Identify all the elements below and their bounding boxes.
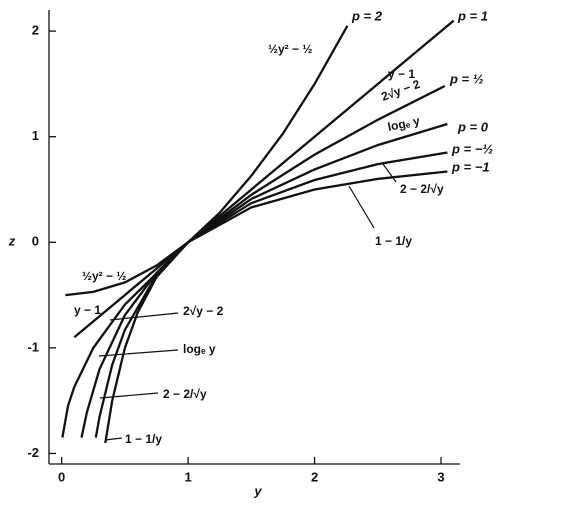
series-label: p = ½ [449,71,484,86]
curve [61,84,446,438]
y-tick-label: -1 [27,339,39,354]
curve-annotation: ½y² − ½ [82,269,126,283]
x-tick-label: 0 [58,469,65,484]
curve [80,122,448,438]
curve [65,25,349,297]
curve-annotation: y − 1 [74,303,101,317]
curve-annotation: 1 − 1/y [125,432,162,446]
curve [94,151,448,438]
curve [104,170,448,444]
curve-annotation: ½y² − ½ [268,42,312,56]
curve-annotation: logₑ y [183,342,216,356]
series-label: p = 1 [457,8,488,23]
x-tick-label: 2 [311,469,318,484]
x-tick-label: 1 [184,469,191,484]
y-tick-label: 0 [32,234,39,249]
y-tick-label: 1 [32,128,39,143]
curve-annotation: 1 − 1/y [375,234,412,248]
curve-annotation: 2 − 2/√y [400,182,444,196]
curve-annotation: y − 1 [388,67,415,81]
curve-annotation: logₑ y [386,114,421,135]
y-axis-label: z [8,233,16,248]
curve-annotation: 2 − 2/√y [163,387,207,401]
x-axis-label: y [253,483,262,498]
x-tick-label: 3 [437,469,444,484]
series-label: p = −1 [451,159,490,174]
leader-lines [98,163,397,441]
series-label: p = 2 [351,8,383,23]
y-tick-label: 2 [32,23,39,38]
y-tick-label: -2 [27,445,39,460]
series-label: p = 0 [457,119,489,134]
curve-annotation: 2√y − 2 [183,304,224,318]
series-label: p = −½ [451,141,493,156]
